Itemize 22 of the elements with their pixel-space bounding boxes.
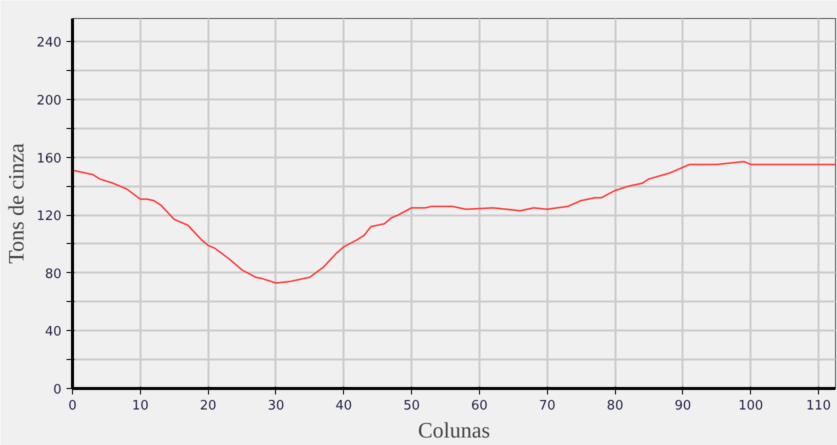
x-tick-label: 100 xyxy=(738,398,764,414)
x-tick-label: 110 xyxy=(806,398,831,414)
y-tick-label: 40 xyxy=(44,324,62,340)
x-tick-label: 50 xyxy=(403,398,420,414)
x-tick-label: 10 xyxy=(132,398,149,414)
y-tick-label: 240 xyxy=(36,36,62,51)
x-tick-label: 60 xyxy=(471,398,488,414)
x-tick-label: 0 xyxy=(68,398,77,414)
x-tick-label: 70 xyxy=(538,398,556,414)
y-axis-title: Tons de cinza xyxy=(4,142,29,264)
x-axis-title: Colunas xyxy=(418,418,490,442)
x-tick-label: 30 xyxy=(268,398,284,414)
x-tick-label: 80 xyxy=(606,398,624,414)
x-tick-label: 90 xyxy=(674,398,692,414)
y-tick-label: 160 xyxy=(36,151,62,166)
x-tick-label: 40 xyxy=(336,398,352,414)
y-tick-label: 80 xyxy=(44,266,62,282)
y-tick-label: 200 xyxy=(36,93,62,108)
y-tick-label: 120 xyxy=(36,209,62,224)
y-tick-label: 0 xyxy=(53,382,62,398)
line-series xyxy=(72,160,836,284)
x-tick-label: 20 xyxy=(200,398,216,414)
